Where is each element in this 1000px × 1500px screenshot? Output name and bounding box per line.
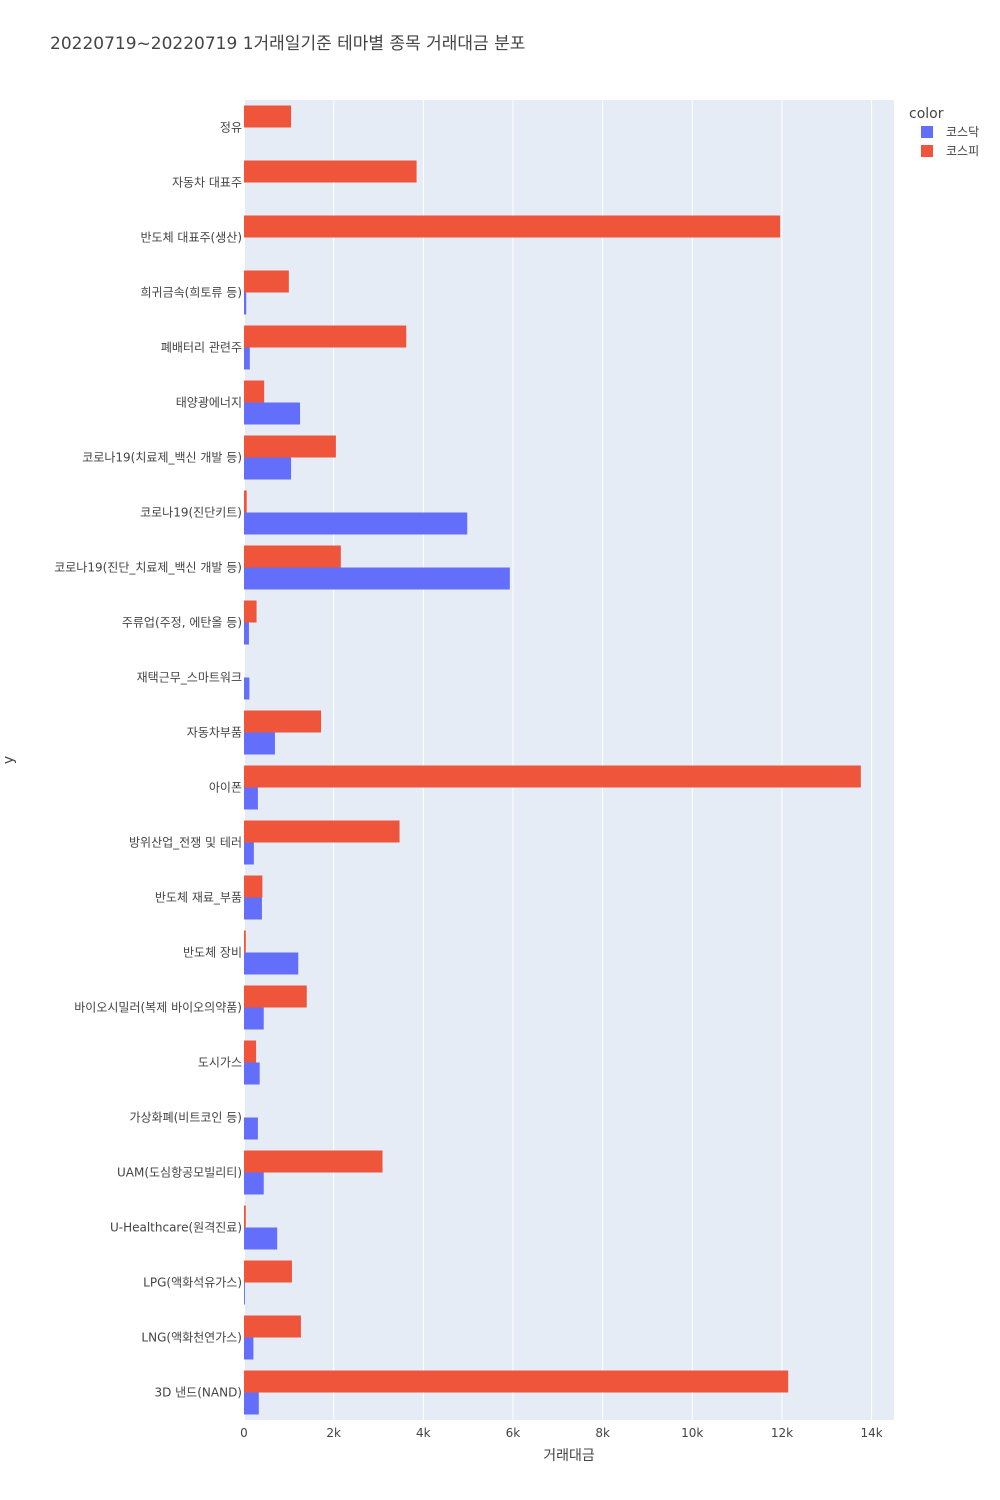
legend-label[interactable]: 코스닥: [946, 125, 979, 139]
bar-kosdaq[interactable]: [244, 1282, 245, 1305]
bar-kosdaq[interactable]: [244, 787, 258, 810]
bar-kospi[interactable]: [244, 325, 407, 348]
y-tick-label: 태양광에너지: [176, 396, 242, 410]
y-tick-label: LPG(액화석유가스): [143, 1276, 242, 1290]
y-tick-label: 코로나19(진단키트): [140, 506, 242, 520]
y-tick-label: 희귀금속(희토류 등): [141, 286, 243, 300]
bar-kospi[interactable]: [244, 215, 781, 238]
bar-kospi[interactable]: [244, 600, 257, 623]
bar-kospi[interactable]: [244, 1040, 257, 1063]
y-tick-label: 아이폰: [209, 781, 242, 795]
bar-kosdaq[interactable]: [244, 1117, 258, 1140]
bar-kosdaq[interactable]: [244, 952, 299, 975]
bar-kosdaq[interactable]: [244, 1172, 264, 1195]
bar-kospi[interactable]: [244, 1205, 246, 1228]
bar-kosdaq[interactable]: [244, 567, 510, 590]
bar-kospi[interactable]: [244, 820, 400, 843]
bar-kosdaq[interactable]: [244, 292, 247, 315]
y-tick-label: 폐배터리 관련주: [161, 341, 242, 355]
bar-kosdaq[interactable]: [244, 622, 249, 645]
y-tick-label: 3D 낸드(NAND): [154, 1386, 242, 1400]
y-tick-label: 반도체 대표주(생산): [141, 231, 243, 245]
y-axis-title: y: [1, 756, 17, 764]
x-tick-labels: 0 2k 4k 6k 8k 10k 12k 14k: [240, 1426, 883, 1440]
bar-kospi[interactable]: [244, 270, 289, 293]
bar-kosdaq[interactable]: [244, 732, 275, 755]
bar-kospi[interactable]: [244, 490, 247, 513]
chart-title: 20220719~20220719 1거래일기준 테마별 종목 거래대금 분포: [50, 34, 525, 54]
bar-kospi[interactable]: [244, 930, 246, 953]
bar-kosdaq[interactable]: [244, 512, 468, 535]
y-tick-label: 도시가스: [198, 1056, 242, 1070]
x-tick-label: 6k: [506, 1426, 521, 1440]
bar-kosdaq[interactable]: [244, 1007, 264, 1030]
x-tick-label: 2k: [326, 1426, 341, 1440]
plot-area: [244, 100, 894, 1420]
y-tick-label: 자동차부품: [187, 726, 242, 740]
bar-kosdaq[interactable]: [244, 347, 250, 370]
bars: [244, 105, 861, 1415]
bar-kospi[interactable]: [244, 1315, 301, 1338]
y-tick-label: 코로나19(치료제_백신 개발 등): [82, 451, 242, 465]
bar-kospi[interactable]: [244, 380, 265, 403]
y-tick-label: 주류업(주정, 에탄올 등): [122, 616, 242, 630]
legend-swatch: [921, 145, 933, 157]
bar-kosdaq[interactable]: [244, 1227, 278, 1250]
bar-kosdaq[interactable]: [244, 402, 301, 425]
y-tick-label: 자동차 대표주: [172, 176, 242, 190]
bar-kosdaq[interactable]: [244, 897, 262, 920]
x-tick-label: 8k: [595, 1426, 610, 1440]
bar-kospi[interactable]: [244, 1370, 789, 1393]
bar-kospi[interactable]: [244, 710, 322, 733]
legend-swatch: [921, 126, 933, 138]
y-tick-label: 재택근무_스마트워크: [137, 671, 242, 685]
bar-kospi[interactable]: [244, 160, 417, 183]
legend-title: color: [909, 106, 944, 122]
bar-kospi[interactable]: [244, 765, 861, 788]
bar-kospi[interactable]: [244, 875, 263, 898]
bar-kospi[interactable]: [244, 1150, 383, 1173]
y-tick-label: 가상화폐(비트코인 등): [129, 1111, 242, 1125]
bar-kospi[interactable]: [244, 1260, 292, 1283]
x-tick-label: 12k: [771, 1426, 793, 1440]
y-tick-label: U-Healthcare(원격진료): [110, 1221, 242, 1235]
x-tick-label: 0: [240, 1426, 248, 1440]
y-tick-label: 반도체 재료_부품: [155, 891, 242, 905]
x-tick-label: 10k: [681, 1426, 703, 1440]
bar-kosdaq[interactable]: [244, 1392, 259, 1415]
y-tick-label: 바이오시밀러(복제 바이오의약품): [74, 1000, 242, 1015]
bar-kosdaq[interactable]: [244, 457, 292, 480]
y-tick-label: LNG(액화천연가스): [141, 1330, 242, 1345]
y-tick-label: 반도체 장비: [183, 946, 242, 960]
y-tick-label: 정유: [220, 121, 242, 135]
bar-kosdaq[interactable]: [244, 1062, 260, 1085]
grid-lines: [243, 100, 873, 1420]
bar-kospi[interactable]: [244, 545, 341, 568]
bar-kospi[interactable]: [244, 435, 336, 458]
bar-kosdaq[interactable]: [244, 677, 250, 700]
bar-kospi[interactable]: [244, 105, 292, 128]
bar-kosdaq[interactable]: [244, 842, 254, 865]
y-tick-label: UAM(도심항공모빌리티): [117, 1166, 242, 1180]
legend-label[interactable]: 코스피: [946, 144, 979, 158]
x-tick-label: 4k: [416, 1426, 431, 1440]
x-tick-label: 14k: [860, 1426, 882, 1440]
y-tick-label: 방위산업_전쟁 및 테러: [129, 836, 242, 850]
y-tick-label: 코로나19(진단_치료제_백신 개발 등): [54, 561, 242, 575]
x-axis-title: 거래대금: [543, 1448, 595, 1464]
bar-kospi[interactable]: [244, 985, 307, 1008]
bar-kosdaq[interactable]: [244, 1337, 254, 1360]
